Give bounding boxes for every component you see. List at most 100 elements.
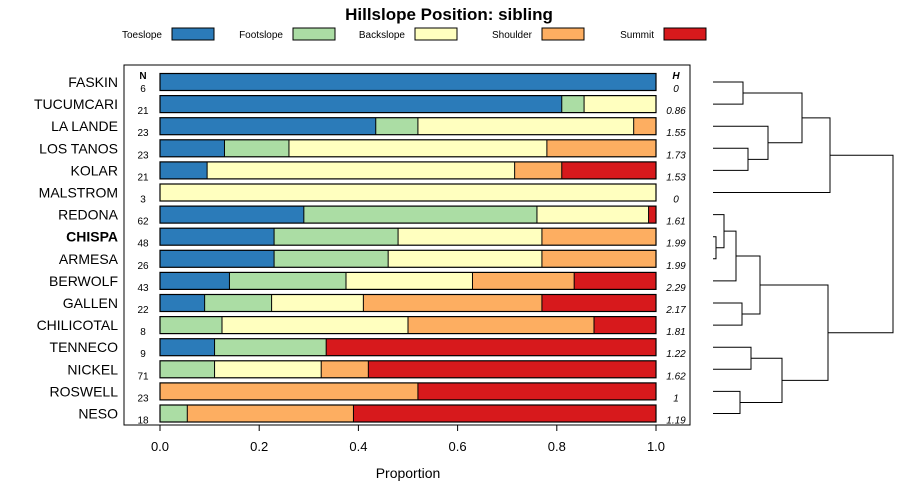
bar-los-tanos-shoulder: [546, 139, 656, 157]
bar-berwolf-toeslope: [160, 272, 230, 290]
dendrogram-link-19: [743, 92, 803, 144]
x-tick-label-1: 0.2: [250, 439, 268, 454]
bar-la-lande-footslope: [375, 117, 418, 135]
row-h-chispa: 1.99: [666, 239, 686, 250]
bar-outline-roswell: [159, 382, 657, 401]
bar-redona-summit: [648, 206, 656, 224]
row-h-malstrom: 0: [673, 195, 679, 206]
bar-los-tanos-backslope: [288, 139, 547, 157]
bar-kolar-toeslope: [160, 161, 208, 179]
bar-chispa-footslope: [274, 228, 399, 246]
dendrogram-link-28: [740, 357, 783, 403]
bar-tucumcari-toeslope: [160, 95, 562, 113]
row-label-los-tanos: LOS TANOS: [39, 140, 118, 156]
row-n-tucumcari: 21: [137, 106, 149, 117]
row-n-redona: 62: [137, 217, 149, 228]
row-n-faskin: 6: [140, 84, 146, 95]
bar-berwolf-summit: [574, 272, 656, 290]
bar-los-tanos-footslope: [224, 139, 289, 157]
bar-nickel-shoulder: [321, 360, 369, 378]
row-n-los-tanos: 23: [137, 150, 149, 161]
row-h-chilicotal: 1.81: [666, 327, 685, 338]
row-label-tucumcari: TUCUMCARI: [34, 96, 118, 112]
bar-outline-gallen: [159, 293, 657, 313]
bar-los-tanos-toeslope: [160, 139, 225, 157]
bar-gallen-footslope: [204, 294, 272, 312]
bar-tucumcari-backslope: [584, 95, 656, 113]
bar-outline-malstrom: [159, 183, 657, 202]
row-label-malstrom: MALSTROM: [39, 185, 118, 201]
row-h-faskin: 0: [673, 84, 679, 95]
dendrogram-link-22: [713, 214, 725, 249]
row-n-malstrom: 3: [140, 195, 146, 206]
bar-redona-backslope: [536, 206, 649, 224]
bar-berwolf-shoulder: [472, 272, 575, 290]
bar-nickel-backslope: [214, 360, 322, 378]
bar-armesa-toeslope: [160, 250, 275, 268]
dendrogram-link-20: [713, 117, 831, 193]
bar-redona-footslope: [303, 206, 537, 224]
bar-berwolf-footslope: [229, 272, 346, 290]
row-h-berwolf: 2.29: [665, 283, 686, 294]
bar-chispa-backslope: [398, 228, 542, 246]
row-label-kolar: KOLAR: [71, 162, 118, 178]
bar-chilicotal-footslope: [160, 316, 222, 334]
bar-outline-tenneco: [159, 338, 657, 357]
dendrogram-link-17: [713, 147, 749, 171]
bar-outline-berwolf: [159, 271, 657, 290]
x-axis: 0.0 0.2 0.4 0.6 0.8 1.0: [151, 425, 665, 454]
row-h-redona: 1.61: [666, 217, 685, 228]
dendrogram-link-26: [713, 346, 752, 370]
bar-outline-chispa: [159, 227, 657, 246]
bar-outline-la-lande: [159, 117, 657, 136]
legend-label-shoulder: Shoulder: [492, 30, 533, 41]
legend-label-toeslope: Toeslope: [122, 30, 162, 41]
row-label-nickel: NICKEL: [67, 361, 118, 377]
row-label-redona: REDONA: [58, 207, 119, 223]
row-label-roswell: ROSWELL: [50, 383, 119, 399]
bar-neso-shoulder: [187, 405, 354, 422]
bar-rows: FASKIN 6 0 TUCUMCARI 21 0.86 LA LANDE 23 1.55 LOS…: [34, 72, 686, 427]
h-header: H: [672, 71, 680, 82]
bar-kolar-shoulder: [514, 161, 562, 179]
bar-la-lande-backslope: [417, 117, 634, 135]
bar-tenneco-toeslope: [160, 338, 215, 356]
x-tick-label-3: 0.6: [449, 439, 467, 454]
bar-chispa-shoulder: [541, 228, 656, 246]
bar-outline-redona: [159, 205, 657, 224]
bar-nickel-summit: [368, 360, 656, 378]
bar-chilicotal-shoulder: [408, 316, 594, 334]
bar-berwolf-backslope: [346, 272, 473, 290]
row-n-chilicotal: 8: [140, 327, 146, 338]
row-label-berwolf: BERWOLF: [49, 273, 118, 289]
row-h-la-lande: 1.55: [666, 128, 686, 139]
row-n-tenneco: 9: [140, 349, 146, 360]
bar-faskin-toeslope: [160, 73, 656, 91]
x-axis-title: Proportion: [376, 465, 441, 481]
bar-nickel-footslope: [160, 360, 215, 378]
x-tick-label-0: 0.0: [151, 439, 169, 454]
legend-swatch-footslope: [292, 27, 336, 41]
bar-armesa-shoulder: [541, 250, 656, 268]
bar-gallen-summit: [541, 294, 656, 312]
row-n-kolar: 21: [137, 172, 149, 183]
legend-label-backslope: Backslope: [359, 30, 406, 41]
bar-outline-armesa: [159, 249, 657, 268]
row-h-tucumcari: 0.86: [666, 106, 686, 117]
bar-outline-nickel: [159, 360, 657, 379]
row-label-chilicotal: CHILICOTAL: [37, 317, 119, 333]
row-h-neso: 1.19: [666, 416, 686, 427]
row-label-tenneco: TENNECO: [50, 339, 119, 355]
dendrogram-link-24: [713, 302, 743, 326]
bar-kolar-backslope: [207, 161, 515, 179]
bar-neso-footslope: [160, 405, 188, 422]
row-label-gallen: GALLEN: [63, 295, 118, 311]
bar-la-lande-shoulder: [633, 117, 656, 135]
bar-tenneco-footslope: [214, 338, 327, 356]
bar-roswell-shoulder: [160, 382, 418, 400]
bar-armesa-backslope: [388, 250, 542, 268]
chart-title: Hillslope Position: sibling: [345, 5, 553, 24]
bar-outline-neso: [159, 404, 657, 423]
bar-tucumcari-footslope: [561, 95, 585, 113]
dendrogram-link-29: [760, 284, 829, 381]
